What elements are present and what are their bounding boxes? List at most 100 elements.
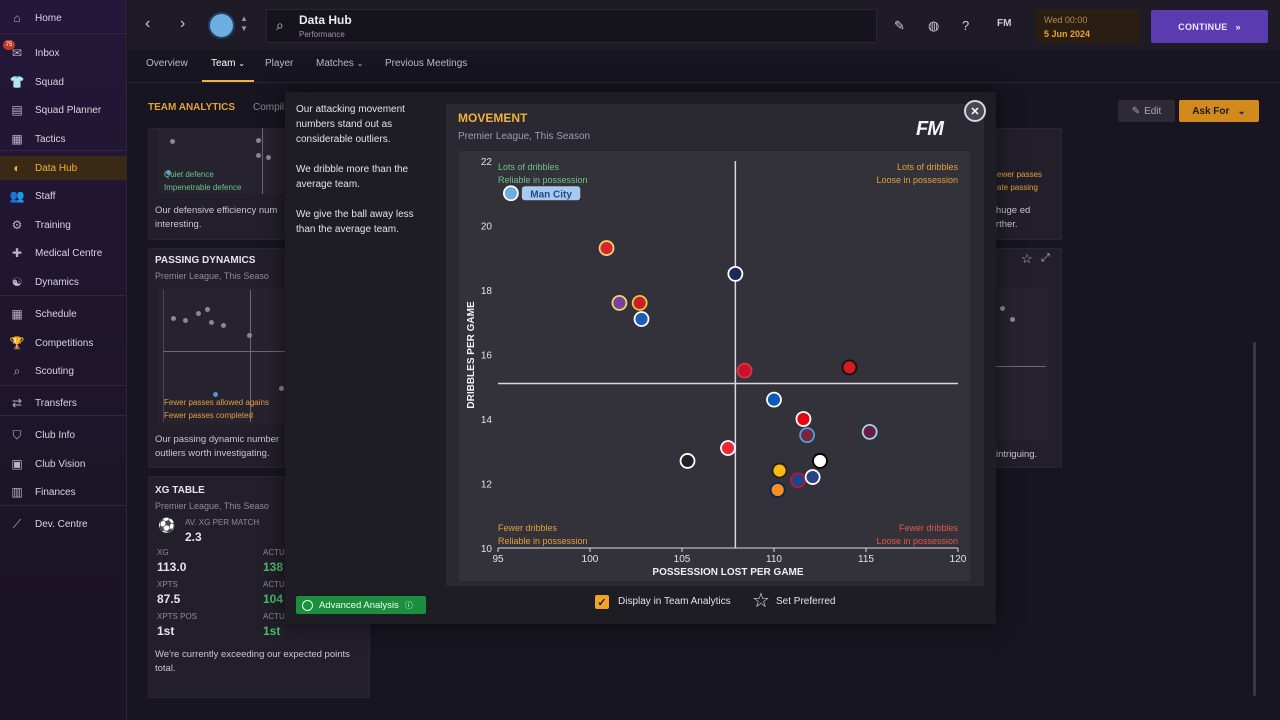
sidebar-item-club-vision[interactable]: ▣ Club Vision [0,452,126,476]
pencil-icon[interactable]: ✎ [894,18,905,33]
staff-icon: 👥 [9,189,25,203]
sidebar-item-squad[interactable]: 👕 Squad [0,70,126,94]
quad-label: Impenetrable defence [164,183,242,192]
dynamics-icon: ☯ [11,275,23,289]
tab-player[interactable]: Player [265,58,294,69]
mini-dot [266,155,271,160]
avg-xg-value: 2.3 [185,530,202,544]
star-icon[interactable]: ☆ [1021,251,1033,266]
shield-icon: ⛉ [12,427,22,442]
football-icon: ⚽ [158,517,176,533]
y-tick-label: 22 [481,157,493,168]
double-chevron-icon: » [1235,21,1241,32]
display-in-team-analytics-label: Display in Team Analytics [618,596,731,607]
scrollbar[interactable] [1253,342,1256,696]
quadrant-label: Fewer dribbles [498,523,558,533]
mini-dot [279,386,284,391]
quadrant-label: Loose in possession [876,175,958,185]
forward-arrow-icon[interactable]: › [180,15,186,32]
tab-team[interactable]: Team ⌄ [211,58,245,69]
info-icon: ⓘ [404,600,413,610]
plot-area [459,151,970,581]
fm-logo: FM [916,118,944,140]
date-box [1036,9,1140,43]
close-button[interactable]: ✕ [964,100,986,122]
sidebar-item-label: Inbox [35,47,60,59]
fm-menu-button[interactable]: FM [997,18,1012,29]
edit-button[interactable]: ✎ Edit [1118,100,1175,122]
mini-dot [183,318,188,323]
club-crest-point [727,265,744,282]
quad-label: Fewer passes allowed agains [164,398,269,407]
x-tick-label: 110 [766,554,782,565]
tab-previous-meetings[interactable]: Previous Meetings [385,58,468,69]
sidebar-item-schedule[interactable]: ▦ Schedule [0,302,126,326]
training-icon: ⚙ [11,218,23,232]
sidebar-item-finances[interactable]: ▥ Finances [0,480,126,504]
sidebar-item-dev-centre[interactable]: ⟋ Dev. Centre [0,512,126,536]
active-tab-indicator [202,80,254,82]
quadrant-label: Reliable in possession [498,175,588,185]
sidebar-divider [0,415,126,416]
sidebar-item-transfers[interactable]: ⇄ Transfers [0,391,126,415]
sidebar-item-label: Medical Centre [35,247,103,259]
club-crest-point [502,185,519,202]
club-crest-icon[interactable] [208,12,235,39]
xg-card-subtitle: Premier League, This Seaso [155,501,269,511]
advanced-analysis-button[interactable]: Advanced Analysis ⓘ [296,596,426,614]
briefcase-icon: ▣ [11,457,23,471]
back-arrow-icon[interactable]: ‹ [145,15,151,32]
sidebar-item-medical-centre[interactable]: ✚ Medical Centre [0,241,126,265]
club-crest-point [611,294,628,311]
sidebar-item-squad-planner[interactable]: ▤ Squad Planner [0,98,126,122]
mini-divider [163,351,286,352]
tab-overview[interactable]: Overview [146,58,188,69]
sidebar-item-data-hub[interactable]: ◐ Data Hub [0,156,126,180]
search-box[interactable] [266,9,877,43]
set-preferred-star-icon[interactable]: ☆ [752,590,770,612]
display-in-team-analytics-checkbox[interactable]: ✓ [595,595,609,609]
set-preferred-label[interactable]: Set Preferred [776,596,836,607]
tabs-divider [128,82,1280,83]
sidebar-item-label: Data Hub [35,162,78,174]
mini-dot [221,323,226,328]
tab-matches[interactable]: Matches ⌄ [316,58,363,69]
team-analytics-subtitle: Compil [253,102,285,113]
date-day: 5 Jun 2024 [1044,29,1091,39]
sidebar-item-training[interactable]: ⚙ Training [0,213,126,237]
help-icon[interactable]: ? [962,18,970,33]
sidebar-item-label: Finances [35,486,76,498]
search-icon[interactable]: ⌕ [276,17,284,33]
mini-dot [247,333,252,338]
ask-for-button[interactable]: Ask For ⌄ [1179,100,1259,122]
sidebar-item-inbox[interactable]: ✉ Inbox [0,41,126,65]
y-tick-label: 20 [481,222,493,233]
mini-divider [250,290,251,422]
globe-icon[interactable]: ◍ [928,18,940,33]
expand-icon[interactable]: ⤢ [1041,252,1050,264]
club-switch-arrows-icon[interactable]: ▲ ▼ [240,14,248,33]
sidebar-item-club-info[interactable]: ⛉ Club Info [0,423,126,447]
chevron-down-icon: ⌄ [238,59,245,68]
sidebar-item-label: Squad [35,76,64,88]
defence-mini-chart [158,128,286,194]
y-tick-label: 10 [481,544,493,555]
continue-button[interactable]: CONTINUE » [1151,10,1268,43]
y-axis-title: DRIBBLES PER GAME [466,301,477,409]
sidebar-divider [0,33,126,34]
sidebar-item-staff[interactable]: 👥 Staff [0,184,126,208]
sidebar-item-competitions[interactable]: 🏆 Competitions [0,331,126,355]
sidebar-item-dynamics[interactable]: ☯ Dynamics [0,270,126,294]
x-axis-title: POSSESSION LOST PER GAME [652,567,803,578]
x-tick-label: 100 [582,554,599,565]
clipboard-icon: ▤ [11,103,23,117]
sidebar-item-tactics[interactable]: ▦ Tactics [0,127,126,151]
date-time: Wed 00:00 [1044,15,1088,25]
tab-team-label: Team [211,58,236,69]
inbox-icon: ✉ [11,46,23,60]
tab-matches-label: Matches [316,58,354,69]
mini-dot [1000,306,1005,311]
sidebar-item-scouting[interactable]: ⌕ Scouting [0,359,126,383]
sidebar-item-home[interactable]: ⌂ Home [0,6,126,30]
